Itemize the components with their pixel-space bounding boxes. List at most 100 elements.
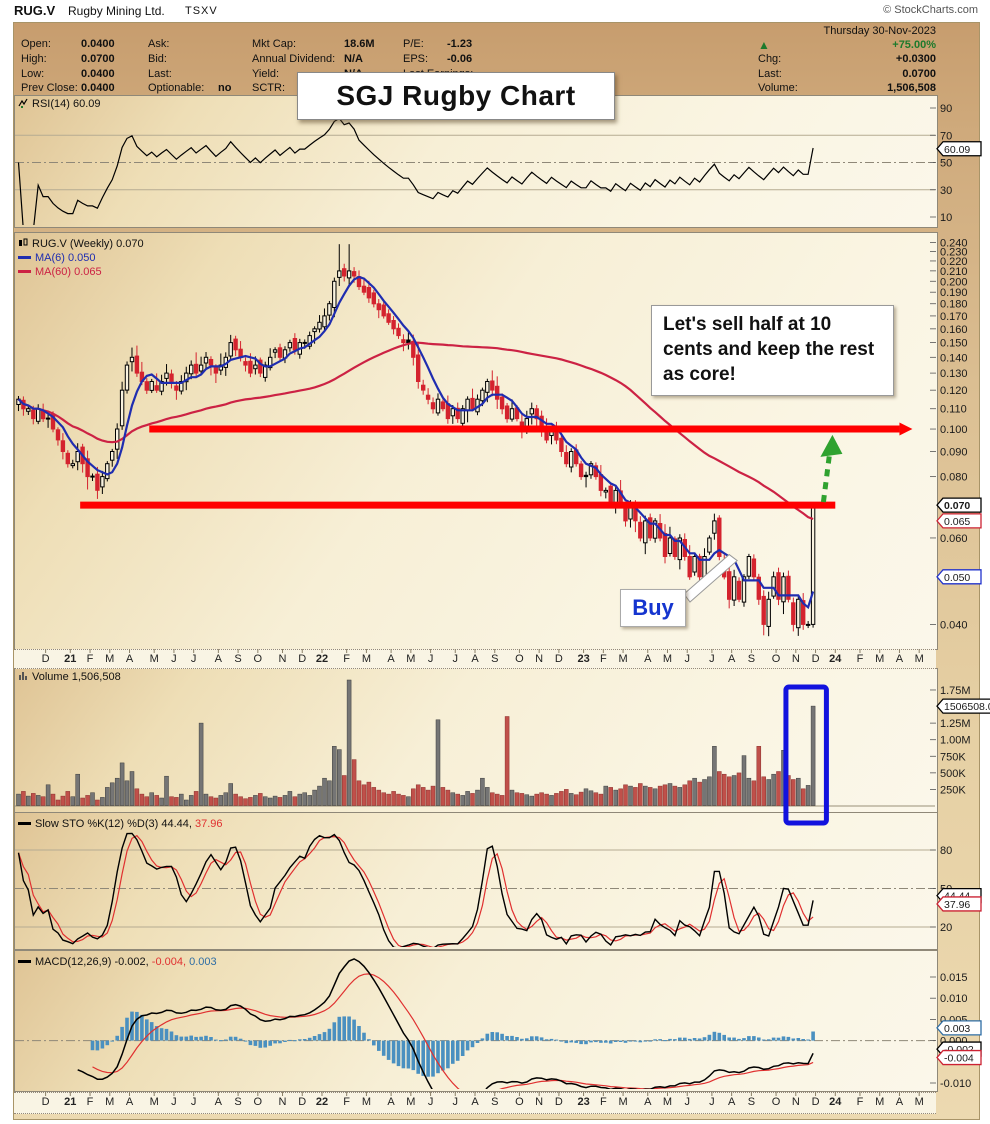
date-axis-label: A xyxy=(644,1096,652,1108)
date-axis-label: O xyxy=(771,653,781,665)
date-axis-label: F xyxy=(599,653,607,665)
date-axis-label: D xyxy=(41,1096,50,1108)
stochastic-legend: Slow STO %K(12) %D(3) 44.44, 37.96 xyxy=(18,818,223,830)
date-axis-label: 23 xyxy=(577,1096,590,1108)
date-axis-label: M xyxy=(361,653,371,665)
date-axis-label: J xyxy=(427,1096,434,1108)
date-axis-label: A xyxy=(727,1096,736,1108)
date-axis-label: J xyxy=(684,1096,690,1108)
candlestick-icon xyxy=(19,238,28,246)
macd-color-key-icon xyxy=(18,960,31,963)
date-axis-label: O xyxy=(515,1096,524,1108)
date-axis-label: O xyxy=(253,653,263,665)
quote-column-2: Ask: Bid: Last: Optionable: no xyxy=(148,37,231,96)
quote-bid: Bid: xyxy=(148,52,167,65)
date-axis-label: J xyxy=(190,1096,197,1108)
quote-optionable: Optionable: no xyxy=(148,82,232,95)
date-axis-label: J xyxy=(452,653,459,665)
legend-ma60-row: MA(60) 0.065 xyxy=(18,265,144,279)
date-axis-label: A xyxy=(471,653,479,665)
ma60-color-key-icon xyxy=(18,270,31,273)
date-axis-label: F xyxy=(86,1096,94,1108)
quote-p-e: P/E: -1.23 xyxy=(403,38,473,50)
date-axis-label: O xyxy=(253,1096,263,1108)
quote-low: Low: 0.0400 xyxy=(21,67,115,80)
date-axis-bottom: D 21 F M A M J J A S O N D 22 F M A M J J A S O N D 23 F M A M J J A S O N D… xyxy=(14,1092,936,1114)
date-axis-middle: D 21 F M A M J J A S O N D 22 F M A M J J A S O N D 23 F M A M J J A S O N D… xyxy=(14,649,936,669)
stockcharts-copyright-link[interactable]: © StockCharts.com xyxy=(883,4,978,16)
date-axis-label: F xyxy=(86,653,94,665)
date-axis-label: M xyxy=(914,1096,924,1108)
date-axis-label: A xyxy=(214,653,223,665)
date-axis-label: N xyxy=(278,1096,287,1108)
macd-label-signal: -0.004, xyxy=(151,956,187,968)
date-axis-label: O xyxy=(515,653,524,665)
quote-open: Open: 0.0400 xyxy=(21,38,115,50)
chart-title-overlay: SGJ Rugby Chart xyxy=(297,72,615,120)
date-axis-label: O xyxy=(771,1096,781,1108)
date-axis-label: D xyxy=(298,1096,307,1108)
up-triangle-icon: ▲ xyxy=(758,38,770,53)
date-axis-label: M xyxy=(662,1096,673,1108)
date-axis-label: D xyxy=(298,653,307,665)
date-axis-label: J xyxy=(452,1096,459,1108)
quote-prev-close: Prev Close: 0.0400 xyxy=(21,82,115,95)
sto-label-k: Slow STO %K(12) %D(3) 44.44, xyxy=(35,818,192,830)
quote-sctr: SCTR: xyxy=(252,82,285,95)
date-axis-label: D xyxy=(554,653,563,665)
legend-ma6: MA(6) 0.050 xyxy=(35,252,96,264)
date-axis-label: S xyxy=(491,653,499,665)
date-axis-label: J xyxy=(171,1096,177,1108)
macd-legend: MACD(12,26,9) -0.002, -0.004, 0.003 xyxy=(18,956,217,968)
date-axis-label: M xyxy=(875,1096,885,1108)
date-axis-label: A xyxy=(125,653,134,665)
macd-label-main: MACD(12,26,9) -0.002, xyxy=(35,956,149,968)
quote-date: Thursday 30-Nov-2023 xyxy=(823,25,936,37)
top-bar: RUG.V Rugby Mining Ltd. TSXV © StockChar… xyxy=(0,0,990,22)
date-axis-label: S xyxy=(234,1096,242,1108)
legend-symbol: RUG.V (Weekly) 0.070 xyxy=(32,238,144,250)
date-axis-label: 24 xyxy=(829,1096,842,1108)
quote-change-block: Thursday 30-Nov-2023 ▲ +75.00% Chg: +0.03… xyxy=(758,24,936,95)
date-axis-label: D xyxy=(811,653,820,665)
legend-ma60: MA(60) 0.065 xyxy=(35,266,102,278)
quote-high: High: 0.0700 xyxy=(21,52,115,65)
date-axis-label: A xyxy=(125,1096,134,1108)
date-axis-label: J xyxy=(190,653,197,665)
macd-label-hist: 0.003 xyxy=(189,956,217,968)
date-axis-label: J xyxy=(709,1096,715,1108)
macd-panel xyxy=(14,950,938,1092)
quote-eps: EPS: -0.06 xyxy=(403,52,473,65)
date-axis-label: M xyxy=(105,1096,115,1108)
rsi-indicator-icon xyxy=(18,98,28,108)
sto-label-d: 37.96 xyxy=(194,818,223,830)
date-axis-label: J xyxy=(427,653,434,665)
quote-percent-row: ▲ +75.00% xyxy=(758,38,936,52)
quote-column-1: Open: 0.0400 High: 0.0700 Low: 0.0400 Prev Clo… xyxy=(21,37,115,96)
percent-change: +75.00% xyxy=(892,39,936,52)
date-axis-label: M xyxy=(149,653,159,665)
date-axis-label: M xyxy=(914,653,924,665)
quote-last: Last: 0.0700 xyxy=(758,67,936,80)
date-axis-label: M xyxy=(406,1096,416,1108)
date-axis-label: M xyxy=(406,653,416,665)
price-legend: RUG.V (Weekly) 0.070 MA(6) 0.050 MA(60) … xyxy=(18,237,144,279)
date-axis-label: M xyxy=(875,653,885,665)
date-axis-label: A xyxy=(471,1096,479,1108)
sell-annotation-note: Let's sell half at 10 cents and keep the… xyxy=(651,305,894,397)
date-axis-label: A xyxy=(644,653,652,665)
date-axis-label: N xyxy=(791,653,800,665)
date-axis-label: J xyxy=(709,653,715,665)
date-axis-label: F xyxy=(343,653,351,665)
legend-ma6-row: MA(6) 0.050 xyxy=(18,251,144,265)
date-axis-label: M xyxy=(618,1096,628,1108)
date-axis-label: 24 xyxy=(829,653,842,665)
sto-color-key-icon xyxy=(18,822,31,825)
date-axis-label: A xyxy=(727,653,736,665)
date-axis-label: J xyxy=(171,653,177,665)
date-axis-label: N xyxy=(535,653,544,665)
quote-annual-dividend: Annual Dividend: N/A xyxy=(252,52,363,65)
date-axis-label: M xyxy=(618,653,628,665)
date-axis-label: 22 xyxy=(315,1096,329,1108)
